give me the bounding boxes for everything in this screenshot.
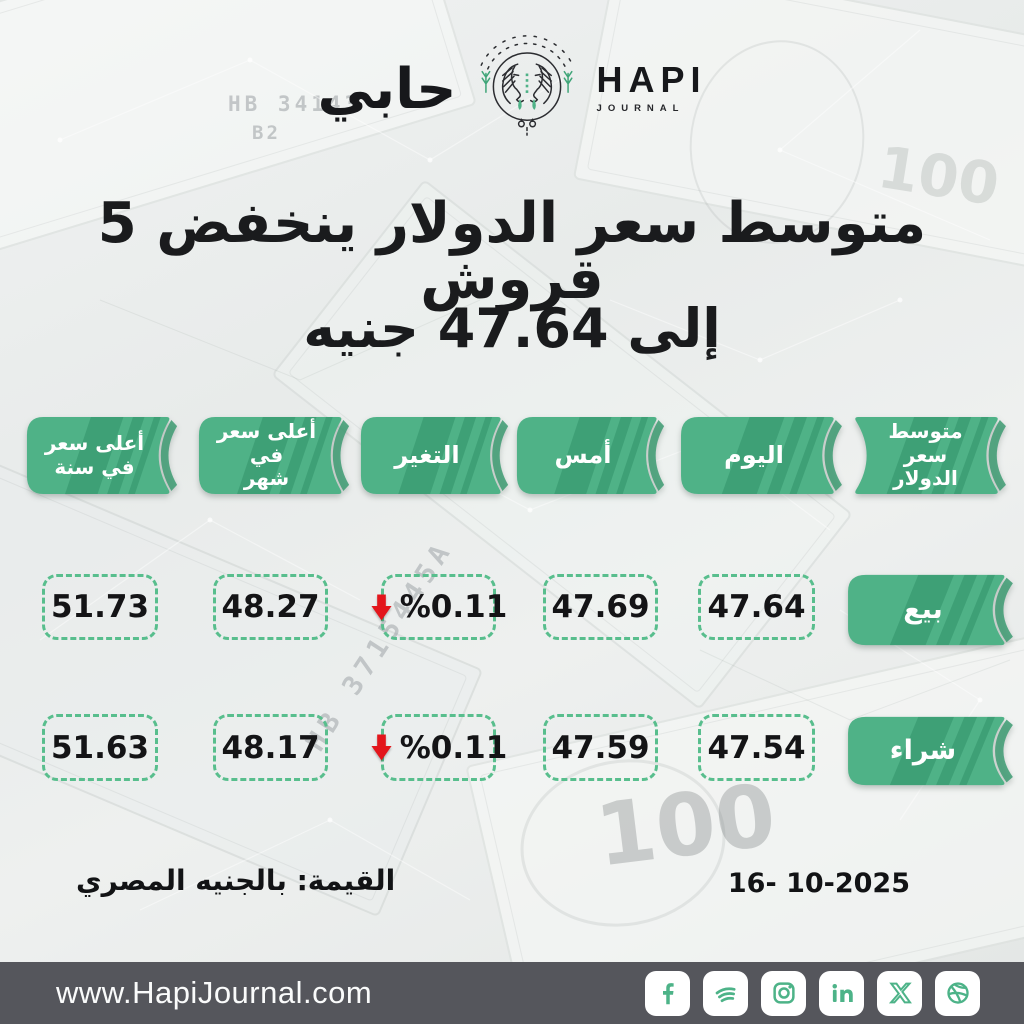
instagram-icon[interactable] [761,970,806,1016]
column-header-label: متوسط سعر [888,419,963,467]
cell-buy-change: %0.11 [371,714,507,781]
headline-line-2: إلى 47.64 جنيه [303,297,721,360]
value-text: 51.63 [50,729,150,766]
facebook-icon[interactable] [645,970,690,1016]
value-text: 47.59 [551,729,650,766]
column-header-label: في سنة [54,454,135,479]
value-text: %0.11 [399,729,508,766]
column-header-change: التغير [360,416,510,495]
dribbble-icon[interactable] [935,970,980,1016]
headline-line-1: متوسط سعر الدولار ينخفض 5 قروش [97,191,927,312]
brand-header: حابي [0,22,1024,140]
date-text: 16- 10-2025 [727,868,910,899]
value-text: 47.69 [551,589,650,625]
logo-latin-block: HAPI JOURNAL [596,48,707,115]
row-header-sell: بيع [847,574,1015,646]
cell-buy-yesterday: 47.59 [543,714,658,781]
column-header-label: اليوم [724,441,784,470]
column-header-label: التغير [394,441,460,470]
cell-buy-month-high: 48.17 [213,714,328,781]
column-header-label: أعلى سعر [44,430,145,455]
cell-sell-month-high: 48.27 [213,574,328,640]
spotify-icon[interactable] [703,970,748,1016]
value-text: 48.27 [221,589,320,625]
column-header-label: أعلى سعر في [216,419,317,467]
cell-sell-yesterday: 47.69 [543,574,658,640]
column-header-year-high: أعلى سعر في سنة [26,416,179,495]
x-icon[interactable] [877,970,922,1016]
banknote-serial-text: B2 [252,122,281,144]
column-header-today: اليوم [680,416,844,495]
social-icons-row [645,970,980,1016]
website-url[interactable]: www.HapiJournal.com [56,975,373,1010]
value-text: %0.11 [399,589,508,625]
row-header-label: بيع [903,594,943,626]
value-text: 51.73 [50,589,150,625]
logo-subtitle: JOURNAL [596,103,685,114]
column-header-yesterday: أمس [516,416,666,495]
column-header-month-high: أعلى سعر في شهر [198,416,351,495]
footer-bar: www.HapiJournal.com [0,962,1024,1024]
column-header-label: شهر [243,466,290,491]
cell-sell-today: 47.64 [698,574,815,640]
cell-buy-today: 47.54 [698,714,815,781]
value-text: 47.64 [707,589,806,625]
row-header-label: شراء [889,735,957,767]
down-arrow-icon [371,734,392,761]
cell-sell-change: %0.11 [371,574,507,640]
cell-sell-year-high: 51.73 [42,574,158,640]
hapi-emblem-icon [480,35,574,136]
column-header-label: أمس [554,441,612,470]
value-text: 48.17 [221,729,320,766]
logo-latin-wordmark: HAPI [596,59,707,100]
value-text: 47.54 [707,729,806,766]
cell-buy-year-high: 51.63 [42,714,158,781]
column-header-average-price: متوسط سعر الدولار [845,416,1008,495]
value-currency-note: القيمة: بالجنيه المصري [76,864,396,897]
banknote-serial-text: HB 34143 [228,92,362,116]
row-header-buy: شراء [847,716,1015,786]
down-arrow-icon [371,594,392,620]
logo-arabic-wordmark: حابي [317,57,457,122]
column-header-label: الدولار [893,466,958,491]
linkedin-icon[interactable] [819,970,864,1016]
